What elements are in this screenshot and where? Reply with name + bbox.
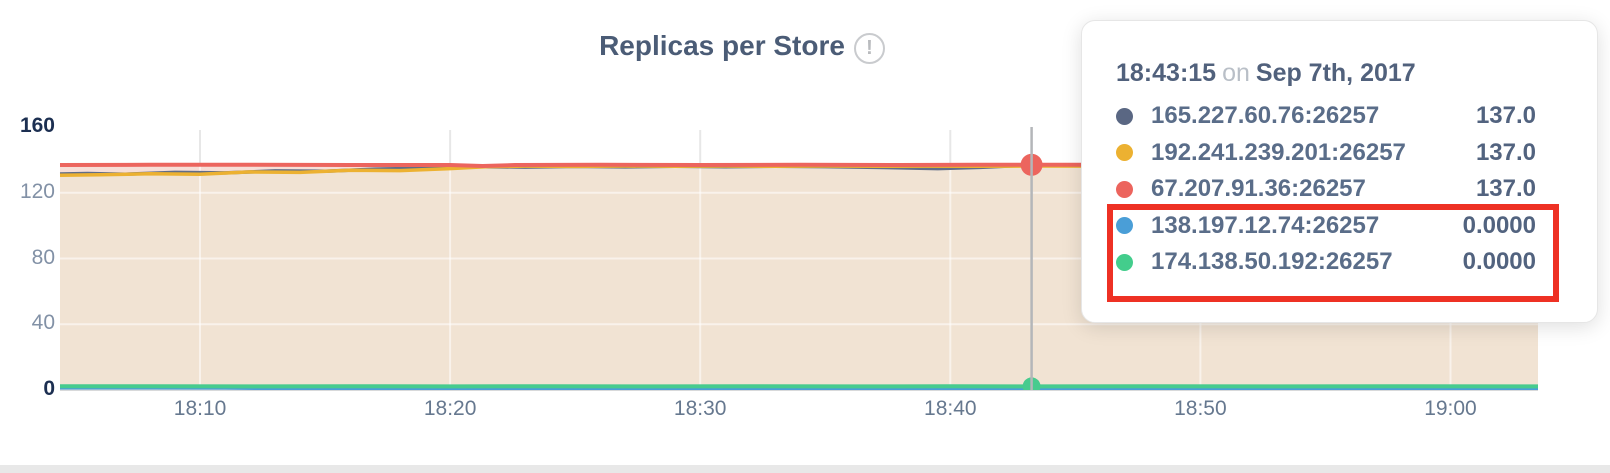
series-address: 67.207.91.36:26257 [1151, 175, 1366, 203]
x-axis-label: 18:50 [1174, 397, 1227, 420]
series-color-dot [1116, 144, 1133, 162]
tooltip-row: 192.241.239.201:26257 137.0 [1116, 135, 1536, 172]
tooltip-rows: 165.227.60.76:26257 137.0 192.241.239.201:… [1116, 98, 1536, 281]
series-value: 137.0 [1475, 138, 1536, 166]
x-axis-label: 18:30 [673, 397, 727, 420]
tooltip-timestamp: 18:43:15 on Sep 7th, 2017 [1116, 59, 1416, 88]
x-axis-label: 18:20 [423, 397, 477, 420]
x-axis-label: 19:00 [1424, 397, 1477, 420]
x-axis-label: 18:40 [924, 397, 977, 420]
y-axis-label: 120 [19, 179, 55, 203]
series-color-dot [1116, 253, 1133, 271]
x-axis-label: 18:10 [173, 397, 227, 420]
tooltip-on-word: on [1222, 59, 1250, 87]
tooltip-row: 67.207.91.36:26257 137.0 [1116, 171, 1536, 208]
series-address: 192.241.239.201:26257 [1151, 138, 1406, 166]
y-axis-label: 0 [43, 377, 55, 401]
info-icon[interactable]: ! [854, 33, 885, 64]
y-axis-label: 80 [31, 245, 55, 269]
series-color-dot [1116, 180, 1133, 198]
series-address: 165.227.60.76:26257 [1151, 102, 1380, 130]
series-value: 137.0 [1475, 102, 1536, 130]
series-value: 137.0 [1475, 175, 1536, 203]
series-address: 138.197.12.74:26257 [1151, 211, 1380, 239]
tooltip-row: 138.197.12.74:26257 0.0000 [1116, 208, 1536, 245]
series-value: 0.0000 [1462, 248, 1536, 276]
series-color-dot [1116, 217, 1133, 235]
y-axis-label: 160 [19, 114, 55, 138]
series-color-dot [1116, 107, 1133, 125]
series-address: 174.138.50.192:26257 [1151, 248, 1393, 276]
tooltip-date: Sep 7th, 2017 [1255, 59, 1416, 87]
tooltip-row: 165.227.60.76:26257 137.0 [1116, 98, 1536, 135]
y-axis-label: 40 [31, 311, 55, 335]
tooltip-time: 18:43:15 [1116, 59, 1217, 87]
series-value: 0.0000 [1462, 211, 1536, 239]
exclamation-glyph: ! [866, 37, 873, 59]
tooltip-row: 174.138.50.192:26257 0.0000 [1116, 244, 1536, 281]
chart-title: Replicas per Store [599, 30, 845, 61]
page-divider [0, 465, 1610, 473]
hover-tooltip: 18:43:15 on Sep 7th, 2017 165.227.60.76:26… [1081, 20, 1598, 323]
